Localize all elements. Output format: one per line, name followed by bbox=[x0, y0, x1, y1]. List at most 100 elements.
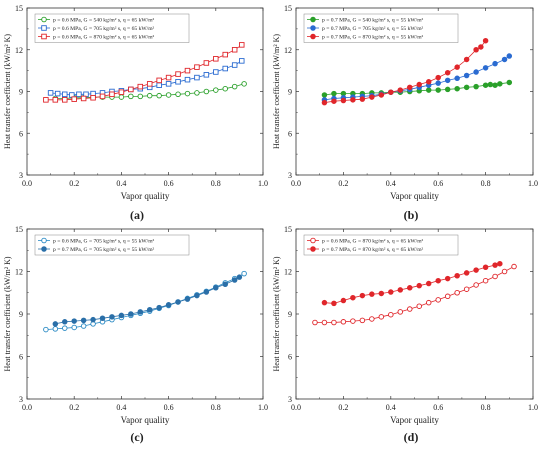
data-point bbox=[511, 263, 517, 270]
data-point bbox=[463, 286, 470, 292]
data-point bbox=[118, 312, 125, 319]
x-tick-label: 0.8 bbox=[481, 403, 491, 412]
data-point bbox=[128, 93, 134, 100]
data-point bbox=[359, 317, 366, 324]
data-point bbox=[473, 47, 479, 53]
x-tick-label: 0.6 bbox=[433, 179, 443, 188]
data-point bbox=[378, 290, 385, 297]
data-point bbox=[478, 44, 484, 50]
data-point bbox=[378, 314, 385, 320]
data-point bbox=[222, 85, 228, 92]
data-point bbox=[146, 307, 153, 313]
y-axis-label: Heat transfer coefficient (kW/m² K) bbox=[272, 256, 281, 371]
x-tick-label: 0.2 bbox=[69, 179, 79, 188]
data-point bbox=[482, 82, 489, 88]
legend-marker bbox=[41, 16, 47, 23]
x-tick-label: 0.4 bbox=[116, 179, 126, 188]
legend-box bbox=[34, 234, 190, 256]
y-tick-label: 12 bbox=[284, 46, 292, 55]
data-point bbox=[482, 65, 489, 71]
x-tick-label: 0.4 bbox=[116, 403, 126, 412]
data-point bbox=[99, 93, 106, 100]
y-tick-label: 15 bbox=[284, 4, 292, 13]
y-tick-label: 3 bbox=[288, 171, 292, 180]
data-point bbox=[231, 83, 238, 90]
y-tick-label: 12 bbox=[284, 268, 292, 277]
data-point bbox=[239, 42, 245, 48]
data-point bbox=[165, 74, 172, 81]
data-point bbox=[184, 296, 191, 302]
data-point bbox=[43, 97, 49, 103]
data-point bbox=[482, 264, 489, 271]
data-point bbox=[90, 95, 96, 101]
series-line bbox=[315, 266, 515, 323]
legend-marker bbox=[41, 33, 47, 40]
legend-entry: p = 0.6 MPa, G = 705 kg/m² s, q = 55 kW/… bbox=[53, 239, 155, 245]
data-point bbox=[321, 319, 328, 326]
series-1 bbox=[312, 263, 517, 326]
data-point bbox=[350, 97, 356, 103]
legend-marker bbox=[310, 33, 316, 40]
legend-entry: p = 0.7 MPa, G = 870 kg/m² s, q = 55 kW/… bbox=[322, 35, 424, 41]
legend-entry: p = 0.6 MPa, G = 870 kg/m² s, q = 65 kW/… bbox=[53, 35, 155, 41]
data-point bbox=[340, 97, 347, 104]
data-point bbox=[388, 311, 394, 318]
data-point bbox=[482, 37, 489, 44]
data-point bbox=[407, 84, 413, 91]
data-point bbox=[463, 270, 470, 276]
y-tick-label: 12 bbox=[15, 268, 23, 277]
y-axis-label: Heat transfer coefficient (kW/m² K) bbox=[272, 34, 281, 149]
x-tick-label: 0.0 bbox=[22, 179, 32, 188]
x-tick-label: 0.8 bbox=[211, 403, 221, 412]
y-tick-label: 15 bbox=[15, 225, 23, 234]
x-tick-label: 0.2 bbox=[338, 403, 348, 412]
data-point bbox=[444, 77, 451, 84]
data-point bbox=[444, 275, 451, 282]
x-tick-label: 0.2 bbox=[338, 179, 348, 188]
y-tick-label: 15 bbox=[284, 225, 292, 234]
data-point bbox=[416, 282, 422, 289]
data-point bbox=[312, 319, 318, 326]
data-point bbox=[99, 315, 106, 322]
y-axis-label: Heat transfer coefficient (kW/m² K) bbox=[3, 34, 12, 149]
data-point bbox=[492, 262, 498, 268]
data-point bbox=[62, 91, 68, 98]
data-point bbox=[128, 86, 134, 93]
data-point bbox=[80, 323, 87, 329]
data-point bbox=[388, 89, 394, 95]
y-tick-label: 9 bbox=[288, 88, 292, 97]
x-axis-label: Vapor quality bbox=[390, 191, 439, 201]
legend-box bbox=[303, 13, 459, 43]
data-point bbox=[165, 81, 172, 87]
y-tick-label: 12 bbox=[15, 46, 23, 55]
data-point bbox=[146, 92, 153, 99]
data-point bbox=[194, 64, 200, 70]
series-line bbox=[45, 273, 245, 330]
panel-caption: (d) bbox=[404, 430, 419, 444]
legend-entry: p = 0.6 MPa, G = 705 kg/m² s, q = 65 kW/… bbox=[53, 26, 155, 32]
data-point bbox=[194, 292, 200, 299]
y-tick-label: 3 bbox=[288, 395, 292, 404]
data-point bbox=[194, 74, 200, 81]
data-point bbox=[454, 273, 460, 279]
x-tick-label: 0.4 bbox=[386, 179, 396, 188]
data-point bbox=[331, 319, 337, 326]
data-point bbox=[492, 273, 498, 280]
data-point bbox=[213, 285, 219, 291]
data-point bbox=[203, 289, 210, 295]
data-point bbox=[62, 325, 68, 331]
legend-entry: p = 0.6 MPa, G = 870 kg/m² s, q = 65 kW/… bbox=[322, 239, 424, 245]
data-point bbox=[331, 98, 337, 104]
data-point bbox=[444, 86, 451, 93]
data-point bbox=[397, 287, 404, 293]
legend-box bbox=[303, 234, 459, 256]
data-point bbox=[54, 90, 61, 97]
data-point bbox=[175, 71, 181, 77]
data-point bbox=[492, 60, 498, 67]
data-point bbox=[184, 90, 191, 97]
data-point bbox=[118, 94, 125, 100]
data-point bbox=[331, 90, 337, 97]
data-point bbox=[407, 306, 413, 312]
y-tick-label: 3 bbox=[19, 171, 23, 180]
